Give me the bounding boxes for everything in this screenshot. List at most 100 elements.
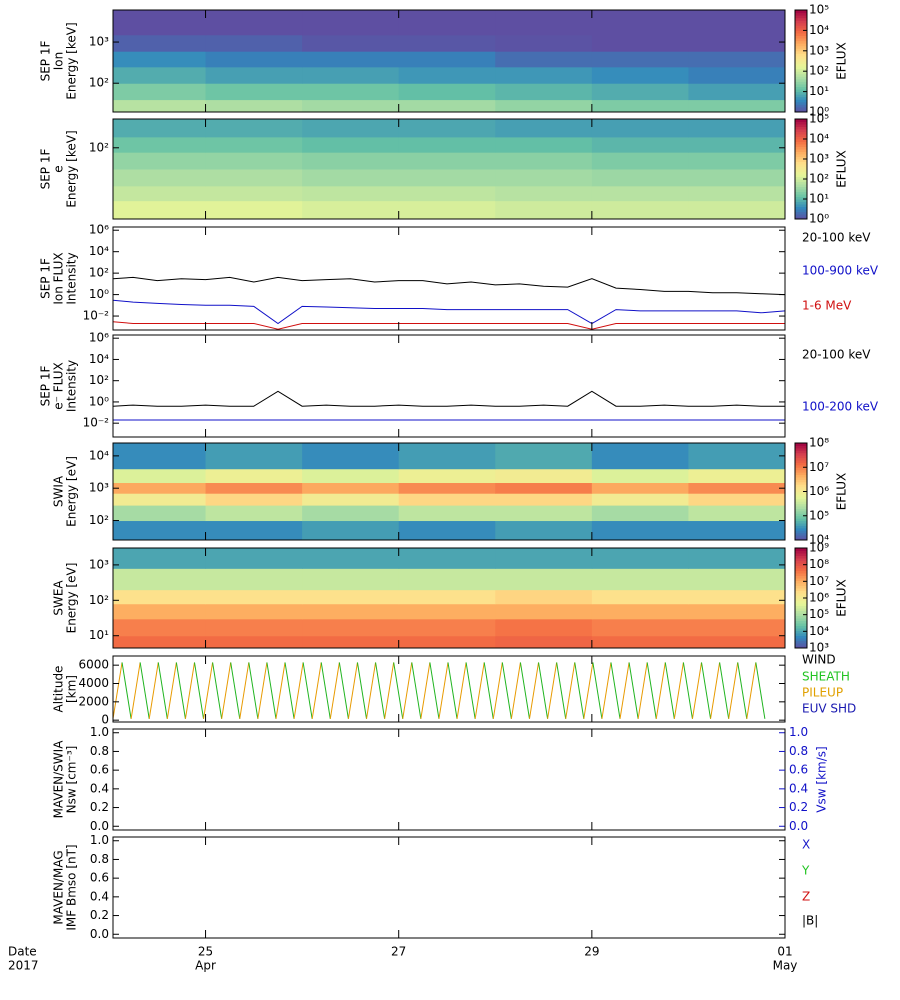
- colorbar-cell: [795, 43, 807, 47]
- orbit-segment: [420, 662, 431, 719]
- heatmap-cell: [302, 99, 400, 113]
- heatmap-cell: [302, 603, 400, 620]
- colorbar-cell: [795, 525, 807, 529]
- y-axis-label: MAVEN/SWIA: [52, 740, 66, 819]
- colorbar-cell: [795, 101, 807, 105]
- y-tick-label: 10⁴: [89, 352, 109, 366]
- colorbar-cell: [795, 523, 807, 526]
- orbit-segment: [691, 662, 702, 719]
- colorbar-cell: [795, 76, 807, 80]
- x-tick-label: 25: [198, 945, 213, 959]
- heatmap-cell: [302, 505, 400, 522]
- colorbar-cell: [795, 580, 807, 584]
- y2-tick-label: 0.2: [789, 800, 808, 814]
- colorbar-cell: [795, 472, 807, 476]
- colorbar-cell: [795, 139, 807, 142]
- colorbar-tick-label: 10²: [809, 172, 829, 186]
- heatmap-cell: [591, 185, 689, 202]
- heatmap-cell: [591, 83, 689, 101]
- colorbar-cell: [795, 550, 807, 554]
- heatmap-cell: [591, 520, 689, 541]
- orbit-segment: [538, 662, 549, 719]
- y-tick-label: 10²: [89, 513, 109, 527]
- colorbar-cell: [795, 640, 807, 644]
- heatmap-cell: [113, 635, 207, 649]
- colorbar-cell: [795, 32, 807, 36]
- orbit-segment: [320, 662, 331, 719]
- colorbar-cell: [795, 610, 807, 614]
- heatmap-cell: [205, 119, 303, 138]
- heatmap-cell: [398, 51, 496, 68]
- colorbar-cell: [795, 537, 807, 541]
- y-axis-label: Altitude: [52, 666, 66, 713]
- colorbar-cell: [795, 136, 807, 140]
- heatmap-cell: [688, 589, 786, 605]
- colorbar-cell: [795, 126, 807, 130]
- y-axis-label: SWIA: [52, 475, 66, 507]
- colorbar-cell: [795, 151, 807, 155]
- heatmap-cell: [495, 83, 593, 101]
- colorbar-cell: [795, 201, 807, 205]
- colorbar-cell: [795, 50, 807, 54]
- heatmap-cell: [205, 51, 303, 68]
- legend-entry: SHEATH: [802, 670, 850, 684]
- colorbar-cell: [795, 106, 807, 110]
- heatmap-cell: [398, 119, 496, 138]
- colorbar-cell: [795, 623, 807, 626]
- y-tick-label: 6000: [78, 658, 109, 672]
- orbit-segment: [465, 662, 476, 719]
- heatmap-cell: [302, 520, 400, 541]
- heatmap-cell: [495, 169, 593, 187]
- colorbar-tick-label: 10³: [809, 43, 829, 57]
- heatmap-cell: [495, 589, 593, 605]
- y-axis-label: SWEA: [52, 580, 66, 616]
- heatmap-cell: [302, 169, 400, 187]
- orbit-segment: [257, 662, 268, 719]
- colorbar-cell: [795, 15, 807, 19]
- colorbar-cell: [795, 83, 807, 87]
- orbit-segment: [447, 662, 458, 719]
- colorbar-cell: [795, 462, 807, 466]
- orbit-segment: [619, 662, 630, 719]
- y-tick-label: 0.0: [90, 819, 109, 833]
- orbit-segment: [746, 662, 757, 719]
- heatmap-cell: [688, 10, 786, 36]
- colorbar-cell: [795, 467, 807, 471]
- colorbar-tick-label: 10⁴: [809, 132, 829, 146]
- heatmap-cell: [591, 548, 689, 569]
- colorbar-tick-label: 10⁷: [809, 460, 829, 474]
- heatmap-cell: [302, 10, 400, 36]
- orbit-segment: [655, 662, 666, 719]
- heatmap-cell: [113, 152, 207, 170]
- colorbar-label: EFLUX: [835, 473, 849, 511]
- x-axis-title: 2017: [8, 959, 39, 973]
- heatmap-cell: [302, 468, 400, 484]
- y-tick-label: 10³: [89, 557, 109, 571]
- colorbar-cell: [795, 568, 807, 571]
- heatmap-cell: [113, 548, 207, 569]
- heatmap-cell: [113, 185, 207, 202]
- y-axis-label: IMF Bmso [nT]: [65, 844, 79, 930]
- colorbar-cell: [795, 211, 807, 215]
- heatmap-cell: [302, 34, 400, 52]
- colorbar-tick-label: 10⁵: [809, 112, 829, 126]
- x-tick-label: 29: [584, 945, 599, 959]
- y-axis-label: Energy [keV]: [65, 22, 79, 99]
- colorbar-tick-label: 10¹: [809, 84, 829, 98]
- colorbar-cell: [795, 121, 807, 125]
- colorbar-tick-label: 10³: [809, 641, 829, 655]
- heatmap-cell: [302, 200, 400, 220]
- colorbar-cell: [795, 555, 807, 559]
- heatmap-cell: [591, 169, 689, 187]
- colorbar-cell: [795, 508, 807, 512]
- colorbar-cell: [795, 161, 807, 165]
- colorbar-cell: [795, 159, 807, 162]
- colorbar-cell: [795, 99, 807, 103]
- heatmap-cell: [495, 185, 593, 202]
- colorbar-cell: [795, 149, 807, 152]
- colorbar-cell: [795, 615, 807, 619]
- y2-label: Vsw [km/s]: [815, 746, 829, 812]
- orbit-segment: [284, 662, 295, 719]
- orbit-segment: [737, 662, 748, 719]
- colorbar-cell: [795, 450, 807, 454]
